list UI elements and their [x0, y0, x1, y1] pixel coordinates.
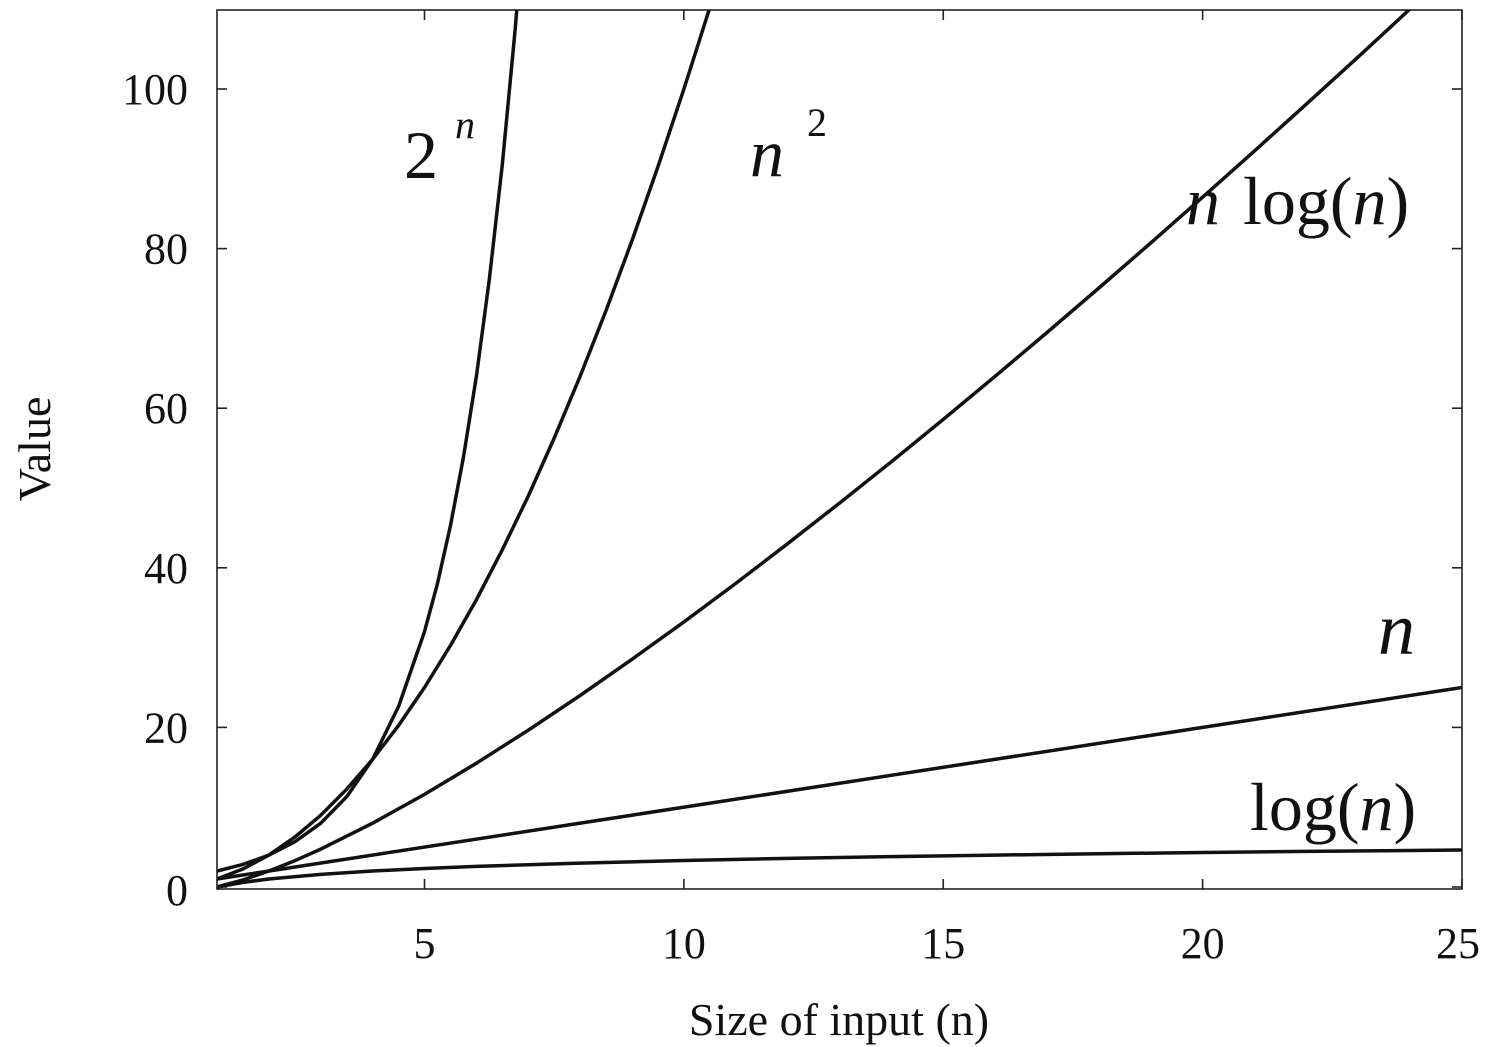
- label-n2-base: n: [750, 115, 784, 191]
- series-line-4: [217, 848, 1462, 889]
- label-nlogn: n log(n): [1186, 163, 1409, 239]
- tick-labels-group: 5 10 15 20 25 0 20 40 60 80 100: [122, 65, 1480, 968]
- y-tick-label-60: 60: [144, 384, 188, 433]
- label-nlogn-close: ): [1387, 163, 1410, 239]
- label-nlogn-arg: n: [1353, 163, 1387, 239]
- series-line-3: [217, 685, 1462, 881]
- label-2n-base: 2: [404, 117, 438, 193]
- label-2n: 2 n: [404, 102, 475, 193]
- x-tick-label-20: 20: [1181, 919, 1225, 968]
- x-tick-label-15: 15: [921, 919, 965, 968]
- label-logn: log(n): [1250, 769, 1416, 845]
- curves-group: [217, 10, 1462, 889]
- label-nlogn-log: log(: [1243, 163, 1353, 239]
- label-2n-sup: n: [455, 102, 475, 147]
- y-tick-label-100: 100: [122, 65, 188, 114]
- label-nlogn-n: n: [1186, 163, 1220, 239]
- y-tick-label-40: 40: [144, 544, 188, 593]
- label-n: n: [1378, 589, 1415, 671]
- x-tick-label-5: 5: [414, 919, 436, 968]
- series-line-1: [217, 10, 711, 881]
- label-logn-close: ): [1394, 769, 1417, 845]
- x-tick-label-10: 10: [662, 919, 706, 968]
- label-logn-arg: n: [1360, 769, 1394, 845]
- label-n2-sup: 2: [807, 100, 827, 145]
- y-axis-title: Value: [9, 397, 60, 502]
- label-n2: n 2: [750, 100, 827, 191]
- y-tick-label-20: 20: [144, 703, 188, 752]
- y-tick-label-80: 80: [144, 225, 188, 274]
- series-line-2: [217, 10, 1412, 889]
- label-logn-log: log(: [1250, 769, 1360, 845]
- y-tick-label-0: 0: [166, 866, 188, 915]
- ticks-group: [217, 10, 1463, 889]
- series-line-0: [217, 10, 519, 873]
- x-tick-label-25: 25: [1436, 919, 1480, 968]
- x-axis-title: Size of input (n): [689, 994, 989, 1045]
- plot-frame: [216, 9, 1463, 890]
